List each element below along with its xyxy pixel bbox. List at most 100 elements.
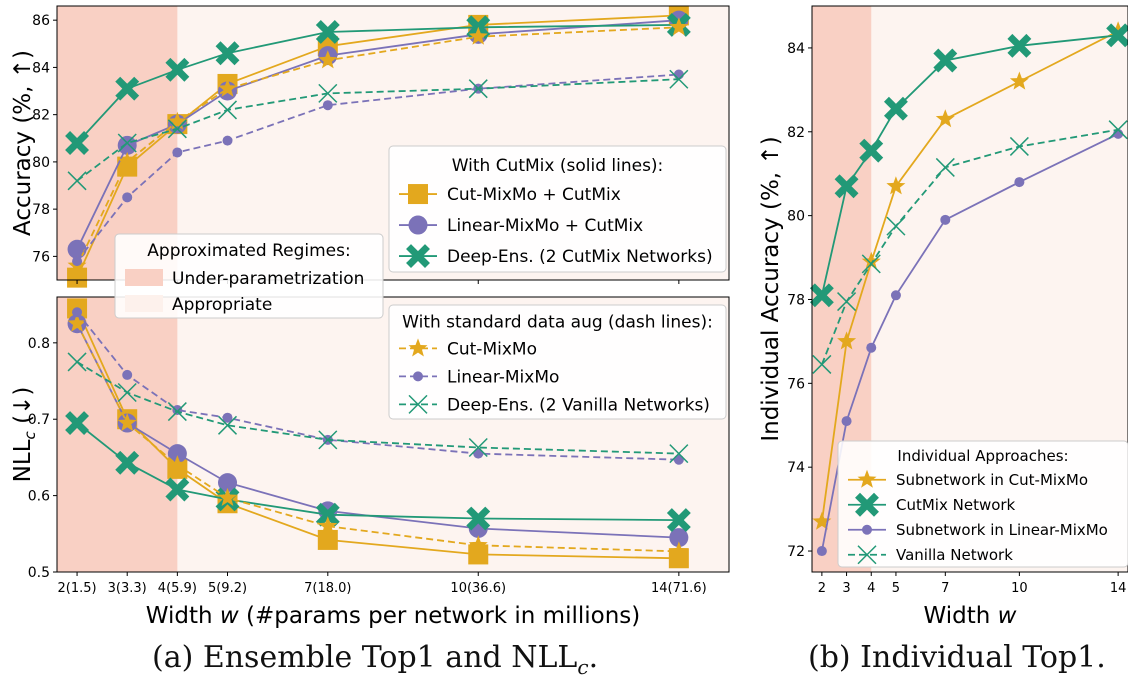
x-tick-label: 5(9.2) [208, 581, 247, 596]
legend-nll: With standard data aug (dash lines):Cut-… [389, 305, 726, 419]
x-axis-label-part: Width [146, 603, 220, 629]
figure: 767880828486Accuracy (%, ↑)0.50.60.70.82… [0, 0, 1128, 640]
y-tick-label: 72 [787, 544, 805, 560]
caption-a-text: (a) Ensemble Top1 and NLL [152, 640, 577, 675]
data-point [122, 192, 132, 202]
data-point [674, 70, 684, 80]
caption-a-subscript: c [577, 655, 588, 679]
y-tick-label: 0.8 [28, 336, 50, 352]
legend-title: Approximated Regimes: [147, 241, 350, 261]
legend-marker [408, 184, 428, 204]
data-point [321, 25, 335, 39]
caption-a: (a) Ensemble Top1 and NLLc. [152, 640, 598, 679]
y-tick-label: 76 [787, 376, 805, 392]
caption-b: (b) Individual Top1. [808, 640, 1106, 675]
legend-title: With standard data aug (dash lines): [402, 312, 713, 332]
data-point [318, 530, 338, 550]
x-tick-label: 4 [867, 581, 875, 596]
data-point [1014, 177, 1024, 187]
data-point [815, 288, 829, 302]
legend-ind: Individual Approaches: Subnetwork in Cut-… [838, 441, 1128, 567]
legend-label: Cut-MixMo + CutMix [447, 185, 621, 205]
x-axis-label: Width w [924, 603, 1017, 629]
legend-acc: With CutMix (solid lines): Cut-MixMo + Cu… [389, 146, 726, 272]
data-point [223, 136, 233, 146]
legend-label: Appropriate [172, 295, 272, 315]
legend-regimes: Approximated Regimes: Under-parametrizati… [115, 234, 383, 318]
data-point [170, 63, 184, 77]
legend-label: Vanilla Network [896, 546, 1013, 564]
x-tick-label: 7(18.0) [304, 581, 351, 596]
x-axis-label-part: Width [924, 603, 998, 629]
legend-label: CutMix Network [896, 496, 1016, 514]
y-tick-label: 78 [787, 292, 805, 308]
y-axis-label: Individual Accuracy (%, ↑) [758, 136, 784, 441]
data-point [323, 100, 333, 110]
y-tick-label: 74 [787, 460, 805, 476]
legend-marker [860, 498, 874, 512]
legend-label: Subnetwork in Cut-MixMo [896, 471, 1088, 489]
legend-entry: Vanilla Network [848, 546, 1013, 564]
data-point [72, 256, 82, 266]
x-tick-label: 3 [842, 581, 850, 596]
data-point [940, 215, 950, 225]
legend-marker [862, 525, 872, 535]
x-tick-label: 2(1.5) [58, 581, 97, 596]
legend-entry: Deep-Ens. (2 CutMix Networks) [399, 247, 713, 267]
y-tick-label: 0.5 [28, 565, 50, 581]
legend-marker [413, 371, 423, 381]
legend-label: Subnetwork in Linear-MixMo [896, 521, 1108, 539]
data-point [1111, 28, 1125, 42]
x-tick-label: 14 [1110, 581, 1127, 596]
data-point [891, 290, 901, 300]
x-tick-label: 10(36.6) [450, 581, 506, 596]
under-parametrization-region [57, 297, 177, 572]
legend-entry: Appropriate [125, 295, 272, 315]
y-tick-label: 80 [787, 209, 805, 225]
legend-label: Under-parametrization [172, 269, 364, 289]
x-tick-label: 3(3.3) [108, 581, 147, 596]
data-point [72, 307, 82, 317]
x-tick-label: 2 [818, 581, 826, 596]
y-tick-label: 84 [787, 41, 805, 57]
y-axis-label-main: NLL [10, 439, 36, 482]
data-point [120, 82, 134, 96]
data-point [67, 268, 87, 288]
legend-marker [409, 216, 428, 235]
legend-title: With CutMix (solid lines): [452, 156, 664, 176]
data-point [889, 102, 903, 116]
data-point [864, 144, 878, 158]
legend-title: Individual Approaches: [897, 447, 1068, 465]
x-axis-label: Width w (#params per network in millions… [146, 603, 641, 629]
data-point [1012, 39, 1026, 53]
x-tick-label: 7 [941, 581, 949, 596]
data-point [70, 416, 84, 430]
data-point [170, 483, 184, 497]
data-point [471, 512, 485, 526]
legend-label: Deep-Ens. (2 CutMix Networks) [447, 247, 713, 267]
x-axis-label-var: w [220, 603, 239, 629]
data-point [70, 136, 84, 150]
data-point [221, 46, 235, 60]
data-point [866, 343, 876, 353]
x-tick-label: 5 [892, 581, 900, 596]
data-point [842, 416, 852, 426]
data-point [817, 546, 827, 556]
x-tick-label: 4(5.9) [158, 581, 197, 596]
data-point [172, 147, 182, 157]
x-axis-label-var: w [998, 603, 1017, 629]
y-tick-label: 82 [787, 125, 805, 141]
data-point [172, 405, 182, 415]
data-point [938, 54, 952, 68]
y-axis-label-tail: (↓) [10, 387, 36, 432]
caption-a-tail: . [589, 640, 599, 675]
legend-marker [411, 249, 425, 263]
y-tick-label: 86 [32, 13, 50, 29]
legend-swatch [125, 295, 163, 312]
data-point [120, 456, 134, 470]
legend-entry: Under-parametrization [125, 269, 364, 289]
x-tick-label: 10 [1011, 581, 1028, 596]
legend-entry: CutMix Network [848, 496, 1016, 514]
y-axis-label: NLLc (↓) [10, 387, 39, 483]
x-tick-label: 14(71.6) [651, 581, 707, 596]
